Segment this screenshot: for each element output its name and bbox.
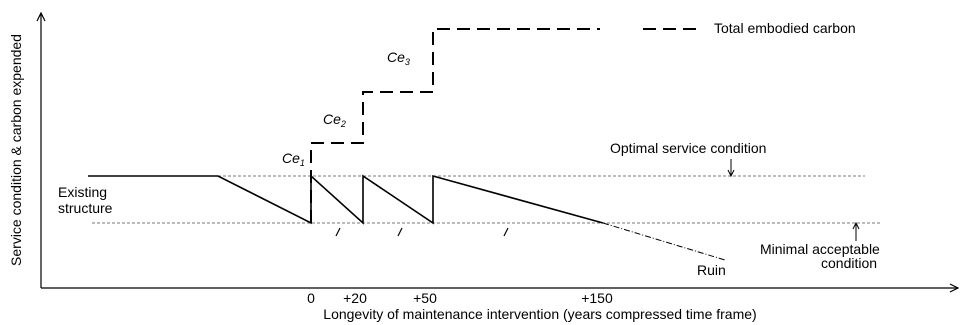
- ce1-label: Ce1: [282, 150, 305, 168]
- ruin-label: Ruin: [697, 262, 726, 278]
- x-tick-50: +50: [413, 290, 437, 306]
- x-tick-150: +150: [581, 290, 613, 306]
- slash-mark: [335, 227, 341, 237]
- y-axis-arrow: [36, 11, 46, 22]
- y-axis-label: Service condition & carbon expended: [8, 34, 24, 266]
- minimal-condition-label-1: Minimal acceptable: [760, 241, 880, 257]
- ce3-label: Ce3: [387, 49, 410, 67]
- minimal-condition-label-2: condition: [821, 255, 877, 271]
- existing-structure-label-2: structure: [58, 200, 113, 216]
- optimal-pointer-arrow: [727, 159, 735, 178]
- slash-mark: [503, 227, 509, 237]
- x-tick-0: 0: [307, 290, 315, 306]
- ce2-label: Ce2: [323, 111, 346, 129]
- service-condition-line: [88, 174, 604, 225]
- ruin-decline-line: [602, 222, 726, 261]
- axes: [36, 11, 960, 293]
- existing-structure-label-1: Existing: [58, 184, 107, 200]
- embodied-carbon-line: [310, 28, 600, 223]
- x-tick-20: +20: [343, 290, 367, 306]
- total-carbon-label: Total embodied carbon: [714, 20, 856, 36]
- minimal-pointer-arrow: [852, 221, 860, 241]
- slash-mark: [397, 227, 403, 237]
- x-axis-arrow: [949, 283, 960, 293]
- x-axis-label: Longevity of maintenance intervention (y…: [323, 306, 756, 322]
- optimal-condition-label: Optimal service condition: [610, 140, 766, 156]
